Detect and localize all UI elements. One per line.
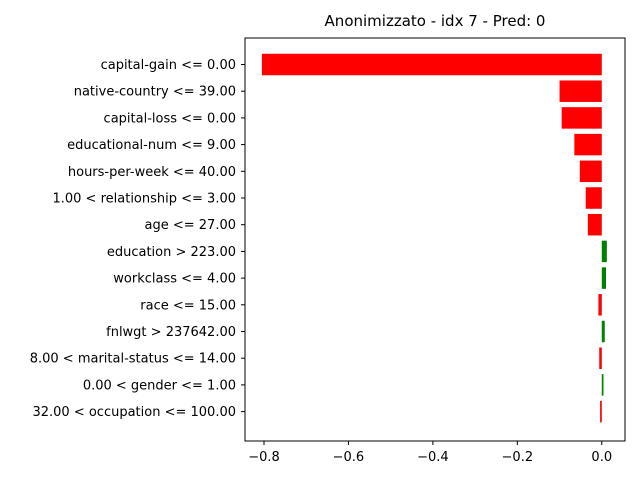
y-tick-label: fnlwgt > 237642.00	[106, 325, 236, 340]
bar-1	[559, 80, 602, 102]
bar-11	[599, 347, 602, 369]
y-tick-label: hours-per-week <= 40.00	[68, 165, 236, 180]
x-axis-ticks: −0.8 −0.6 −0.4 −0.2 0.0	[248, 441, 612, 465]
y-tick-label: 8.00 < marital-status <= 14.00	[30, 352, 236, 367]
y-tick-label: education > 223.00	[107, 245, 236, 260]
chart-title: Anonimizzato - idx 7 - Pred: 0	[325, 12, 546, 30]
x-tick-label: −0.2	[502, 450, 534, 465]
y-tick-label: capital-loss <= 0.00	[104, 111, 236, 126]
bars-layer	[261, 53, 607, 423]
bar-2	[561, 107, 602, 129]
y-tick-label: native-country <= 39.00	[74, 85, 236, 100]
y-tick-label: 32.00 < occupation <= 100.00	[32, 405, 236, 420]
bar-10	[601, 320, 605, 343]
x-tick-label: −0.4	[417, 450, 449, 465]
bar-9	[598, 294, 602, 316]
x-tick-label: 0.0	[591, 450, 612, 465]
bar-13	[600, 400, 602, 423]
x-tick-label: −0.6	[333, 450, 365, 465]
y-tick-label: 1.00 < relationship <= 3.00	[52, 192, 236, 207]
bar-0	[261, 53, 602, 76]
bar-8	[601, 267, 606, 289]
x-tick-label: −0.8	[248, 450, 280, 465]
y-tick-label: race <= 15.00	[140, 298, 236, 313]
bar-6	[587, 213, 602, 236]
y-tick-label: capital-gain <= 0.00	[101, 58, 236, 73]
bar-4	[579, 160, 602, 183]
bar-7	[601, 240, 607, 263]
plot-frame	[244, 37, 626, 442]
bar-3	[574, 133, 602, 156]
y-tick-label: 0.00 < gender <= 1.00	[83, 378, 236, 393]
y-tick-label: educational-num <= 9.00	[67, 138, 236, 153]
bar-5	[585, 187, 602, 209]
y-tick-label: workclass <= 4.00	[113, 272, 236, 287]
y-axis-ticks: capital-gain <= 0.00 native-country <= 39…	[30, 58, 245, 420]
bar-12	[601, 374, 604, 396]
y-tick-label: age <= 27.00	[145, 218, 236, 233]
